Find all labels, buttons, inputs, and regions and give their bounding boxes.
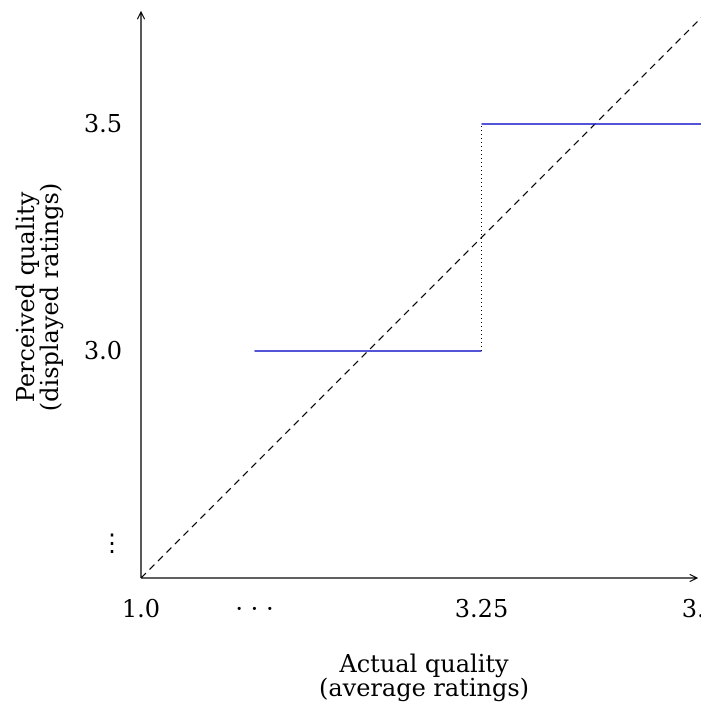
step-series bbox=[254, 123, 701, 352]
x-tick-label: 1.0 bbox=[122, 595, 160, 623]
identity-line bbox=[140, 17, 701, 579]
x-tick-label: 3.75 bbox=[682, 595, 701, 623]
step-connectors bbox=[481, 124, 482, 351]
y-tick-label: 3.0 bbox=[84, 337, 122, 365]
y-tick-label: 3.5 bbox=[84, 110, 122, 138]
y-axis-title-line: Perceived quality bbox=[12, 191, 40, 402]
y-axis-title: Perceived quality(displayed ratings) bbox=[12, 183, 64, 411]
identity-line-layer bbox=[140, 17, 701, 579]
x-axis-title: (average ratings) bbox=[319, 674, 529, 702]
axis-titles: Actual quality(average ratings) Perceived… bbox=[12, 183, 529, 702]
x-tick-label: · · · bbox=[235, 595, 273, 623]
y-ellipsis: ⋮ bbox=[100, 529, 124, 557]
y-axis-title-line: (displayed ratings) bbox=[36, 183, 64, 411]
x-tick-label: 3.25 bbox=[455, 595, 508, 623]
x-axis-title: Actual quality bbox=[338, 650, 509, 678]
tick-labels: 1.0· · ·3.253.754.254.754.54.03.53.0⋮ bbox=[84, 110, 701, 623]
axes bbox=[141, 12, 697, 578]
